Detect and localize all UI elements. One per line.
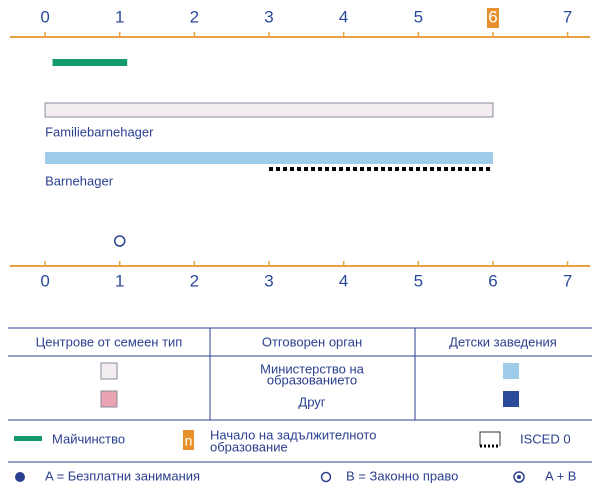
legend-compulsory-icon <box>183 430 194 450</box>
tick-label: 1 <box>115 271 124 290</box>
legend-text: ISCED 0 <box>520 431 571 446</box>
legend-isced-icon <box>479 431 501 446</box>
tick-label: 0 <box>40 7 49 26</box>
authority: Министерство на <box>260 361 365 376</box>
compulsory-marker <box>486 8 499 28</box>
tick-label: 6 <box>488 271 497 290</box>
tick-label: 7 <box>563 7 572 26</box>
tick-label: 4 <box>339 271 348 290</box>
authority: Друг <box>298 394 325 409</box>
legend-maternity-icon <box>14 436 42 441</box>
legend-both-icon <box>513 471 525 483</box>
legend-text: образование <box>210 439 288 454</box>
swatch <box>100 390 118 408</box>
tick-label: 1 <box>115 7 124 26</box>
legend-text: Майчинство <box>52 431 125 446</box>
tick-label: 4 <box>339 7 348 26</box>
tick-label: 3 <box>264 7 273 26</box>
legend-text: A = Безплатни занимания <box>45 468 200 483</box>
row-label: Barnehager <box>45 173 114 188</box>
maternity-bar <box>52 59 128 66</box>
tick-label: 5 <box>414 7 423 26</box>
swatch <box>503 391 519 407</box>
legend-free-icon <box>15 472 25 482</box>
authority: образованието <box>267 372 357 387</box>
legend-compulsory-marker: n <box>185 433 193 449</box>
table-header: Центрове от семеен тип <box>36 334 183 349</box>
tick-label: 3 <box>264 271 273 290</box>
tick-label: 2 <box>190 271 199 290</box>
tick-label: 5 <box>414 271 423 290</box>
tick-label: 6 <box>488 7 497 26</box>
entitlement-marker <box>113 235 126 247</box>
legend-text: Начало на задължителното <box>210 427 376 442</box>
table-header: Отговорен орган <box>262 334 362 349</box>
table-header: Детски заведения <box>449 334 557 349</box>
provision-bar <box>45 152 493 164</box>
tick-label: 0 <box>40 271 49 290</box>
legend-text: A + B <box>545 468 576 483</box>
legend-legal-icon <box>320 471 332 483</box>
swatch <box>100 362 118 380</box>
tick-label: 2 <box>190 7 199 26</box>
swatch <box>503 363 519 379</box>
tick-label: 7 <box>563 271 572 290</box>
legend-text: B = Законно право <box>346 468 458 483</box>
row-label: Familiebarnehager <box>45 124 154 139</box>
legend-both-icon <box>517 475 521 479</box>
provision-bar <box>44 102 494 118</box>
